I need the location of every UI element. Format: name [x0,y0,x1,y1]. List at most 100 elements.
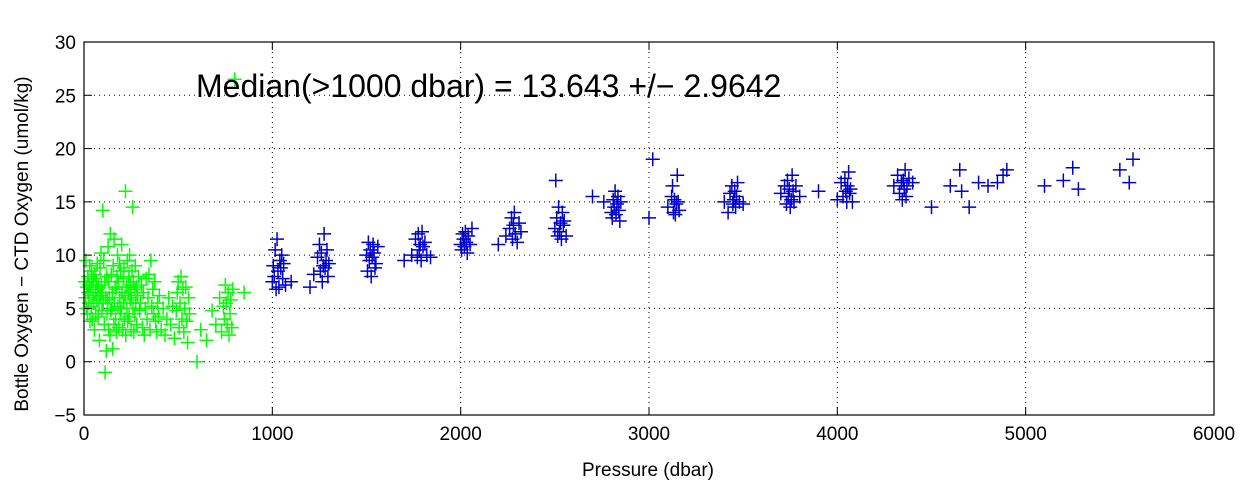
data-point [93,260,108,275]
data-point [116,260,131,275]
data-point [362,253,377,268]
data-point [464,221,479,236]
data-point [900,178,915,193]
data-point [415,224,430,239]
data-point [107,232,122,247]
x-tick-label: 2000 [440,424,482,445]
data-point [736,196,751,211]
data-point [143,253,158,268]
data-point [721,205,736,220]
data-point [924,200,939,215]
data-point [899,189,914,204]
data-point [669,196,684,211]
data-point [368,256,383,271]
data-point [306,267,321,282]
median-annotation: Median(>1000 dbar) = 13.643 +/− 2.9642 [196,68,781,104]
data-point [512,216,527,231]
data-point [105,341,120,356]
data-point [147,274,162,289]
data-point [788,178,803,193]
data-point [84,299,99,314]
data-point [642,210,656,225]
y-tick-label: 10 [55,246,76,267]
data-point [126,324,141,339]
data-point [224,320,239,335]
data-point [730,175,745,190]
y-tick-label: 30 [55,33,76,54]
data-point [1056,173,1071,188]
data-point [319,253,334,268]
data-point [319,242,334,257]
data-point [672,203,687,218]
data-point [645,152,660,167]
data-point [785,168,800,183]
data-point [100,292,115,307]
data-point [671,194,686,209]
data-point [163,317,178,332]
data-point [507,205,522,220]
data-point [223,292,238,307]
data-point [193,322,208,337]
data-point [138,301,153,316]
data-point [498,228,513,243]
data-point [367,246,382,261]
data-point [321,256,336,271]
data-point [419,248,434,263]
data-point [178,280,193,295]
data-point [271,280,286,295]
data-point [905,175,920,190]
data-point [792,189,807,204]
y-axis-label: Bottle Oxygen − CTD Oxygen (umol/kg) [12,76,33,411]
data-point [670,168,685,183]
data-point [784,192,799,207]
data-point [152,288,167,303]
data-point [225,282,240,297]
data-point [131,269,146,284]
data-point [91,309,106,324]
data-point [218,277,233,292]
data-point [141,267,156,282]
data-point [555,205,570,220]
data-point [553,216,568,231]
x-tick-label: 0 [79,424,90,445]
x-tick-label: 4000 [816,424,858,445]
data-point [103,303,118,318]
data-point [364,269,379,284]
y-tick-label: −5 [54,406,76,427]
data-point [609,196,624,211]
data-point [837,171,852,186]
y-tick-label: 5 [65,299,76,320]
data-point [773,186,788,201]
data-point [971,175,986,190]
data-point [106,258,121,273]
data-point [726,192,741,207]
series-1 [265,152,1141,297]
data-point [269,282,284,297]
data-point [278,277,293,292]
data-point [109,282,124,297]
data-point [605,210,620,225]
data-point [216,299,231,314]
data-point [129,317,144,332]
data-point [811,184,826,199]
data-point [840,178,855,193]
data-point [87,322,102,337]
data-point [114,237,129,252]
data-point [135,320,150,335]
data-point [397,253,412,268]
data-point [130,288,145,303]
data-point [98,365,113,380]
data-point [1071,182,1086,197]
data-point [144,299,159,314]
data-point [613,194,628,209]
data-point [110,248,125,263]
data-point [491,237,506,252]
data-point [161,290,176,305]
data-point [508,226,523,241]
data-point [1112,162,1127,177]
data-point [169,303,184,318]
data-point [943,178,958,193]
data-point [1065,160,1080,175]
